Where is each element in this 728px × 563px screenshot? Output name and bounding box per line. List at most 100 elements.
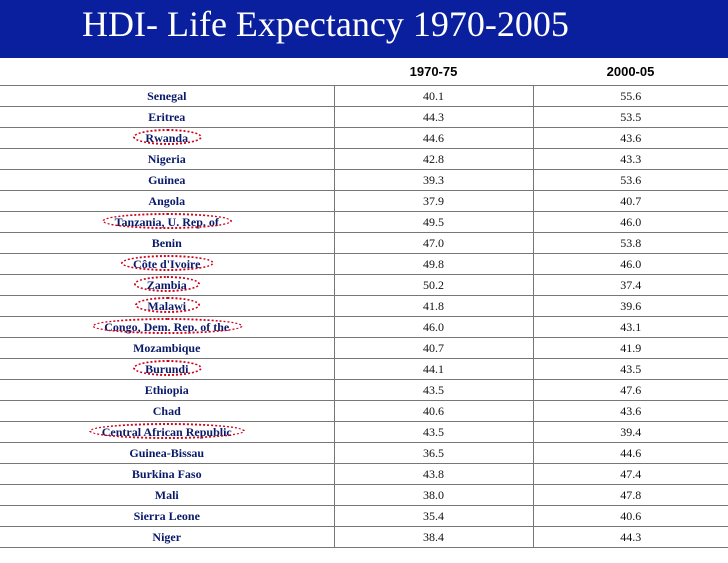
country-cell: Guinea [0,169,335,191]
value-2000-05: 46.0 [533,211,728,233]
table-row: Niger 38.4 44.3 [0,526,728,548]
life-expectancy-table-container: 1970-75 2000-05 Senegal 40.1 55.6 Eritrea 44… [0,58,728,563]
header-2000-05: 2000-05 [533,58,728,86]
country-cell: Mali [0,484,335,506]
value-1970-75: 43.5 [334,421,534,443]
country-cell: Chad [0,400,335,422]
value-2000-05: 46.0 [533,253,728,275]
value-2000-05: 43.5 [533,358,728,380]
country-name: Côte d'Ivoire [133,256,201,271]
header-1970-75: 1970-75 [334,58,533,86]
value-1970-75: 41.8 [334,295,534,317]
table-row: Côte d'Ivoire 49.8 46.0 [0,253,728,275]
country-cell: Ethiopia [0,379,335,401]
table-row: Angola 37.9 40.7 [0,190,728,212]
value-1970-75: 40.6 [334,400,534,422]
life-expectancy-table: 1970-75 2000-05 Senegal 40.1 55.6 Eritrea 44… [0,58,728,548]
value-2000-05: 47.6 [533,379,728,401]
value-2000-05: 47.4 [533,463,728,485]
table-row: Ethiopia 43.5 47.6 [0,379,728,401]
value-1970-75: 40.1 [334,85,534,107]
value-1970-75: 42.8 [334,148,534,170]
country-name: Angola [148,193,186,208]
country-name: Mali [154,487,179,502]
value-2000-05: 40.7 [533,190,728,212]
table-row: Mozambique 40.7 41.9 [0,337,728,359]
table-row: Guinea-Bissau 36.5 44.6 [0,442,728,464]
table-row: Malawi 41.8 39.6 [0,295,728,317]
country-cell: Zambia [0,274,335,296]
country-name: Malawi [147,298,187,313]
value-1970-75: 44.3 [334,106,534,128]
value-2000-05: 43.1 [533,316,728,338]
country-name: Eritrea [148,109,186,124]
country-cell: Sierra Leone [0,505,335,527]
country-name: Guinea-Bissau [129,445,205,460]
slide-title: HDI- Life Expectancy 1970-2005 [82,4,569,44]
country-cell: Malawi [0,295,335,317]
country-name: Chad [152,403,181,418]
value-2000-05: 39.6 [533,295,728,317]
table-row: Senegal 40.1 55.6 [0,85,728,107]
country-cell: Congo, Dem. Rep. of the [0,316,335,338]
header-country [0,58,334,86]
value-1970-75: 44.6 [334,127,534,149]
table-row: Nigeria 42.8 43.3 [0,148,728,170]
value-2000-05: 39.4 [533,421,728,443]
table-header-row: 1970-75 2000-05 [0,58,728,86]
value-1970-75: 36.5 [334,442,534,464]
value-1970-75: 46.0 [334,316,534,338]
country-cell: Angola [0,190,335,212]
table-row: Benin 47.0 53.8 [0,232,728,254]
country-cell: Senegal [0,85,335,107]
value-2000-05: 44.6 [533,442,728,464]
country-name: Ethiopia [144,382,189,397]
country-cell: Burkina Faso [0,463,335,485]
table-row: Burkina Faso 43.8 47.4 [0,463,728,485]
country-name: Central African Republic [101,424,232,439]
value-1970-75: 47.0 [334,232,534,254]
value-1970-75: 49.5 [334,211,534,233]
table-row: Chad 40.6 43.6 [0,400,728,422]
country-name: Congo, Dem. Rep. of the [104,319,230,334]
table-row: Rwanda 44.6 43.6 [0,127,728,149]
value-1970-75: 50.2 [334,274,534,296]
country-name: Tanzania, U. Rep. of [114,214,219,229]
table-row: Sierra Leone 35.4 40.6 [0,505,728,527]
country-name: Mozambique [133,340,201,355]
country-name: Benin [151,235,182,250]
value-1970-75: 43.8 [334,463,534,485]
value-2000-05: 53.8 [533,232,728,254]
value-1970-75: 43.5 [334,379,534,401]
country-cell: Central African Republic [0,421,335,443]
table-row: Zambia 50.2 37.4 [0,274,728,296]
country-cell: Nigeria [0,148,335,170]
country-name: Guinea [148,172,186,187]
table-row: Tanzania, U. Rep. of 49.5 46.0 [0,211,728,233]
table-body: Senegal 40.1 55.6 Eritrea 44.3 53.5 Rwanda 44.6… [0,85,728,548]
value-1970-75: 38.0 [334,484,534,506]
value-2000-05: 53.6 [533,169,728,191]
table-row: Burundi 44.1 43.5 [0,358,728,380]
table-row: Guinea 39.3 53.6 [0,169,728,191]
country-cell: Benin [0,232,335,254]
value-2000-05: 37.4 [533,274,728,296]
value-2000-05: 55.6 [533,85,728,107]
country-name: Sierra Leone [133,508,200,523]
value-1970-75: 39.3 [334,169,534,191]
value-2000-05: 53.5 [533,106,728,128]
country-name: Zambia [146,277,187,292]
value-1970-75: 49.8 [334,253,534,275]
value-2000-05: 43.6 [533,127,728,149]
value-2000-05: 47.8 [533,484,728,506]
value-1970-75: 44.1 [334,358,534,380]
country-cell: Tanzania, U. Rep. of [0,211,335,233]
table-row: Mali 38.0 47.8 [0,484,728,506]
value-2000-05: 44.3 [533,526,728,548]
country-cell: Burundi [0,358,335,380]
country-name: Nigeria [147,151,186,166]
country-name: Niger [152,529,182,544]
country-name: Burundi [145,361,189,376]
value-1970-75: 38.4 [334,526,534,548]
value-1970-75: 35.4 [334,505,534,527]
